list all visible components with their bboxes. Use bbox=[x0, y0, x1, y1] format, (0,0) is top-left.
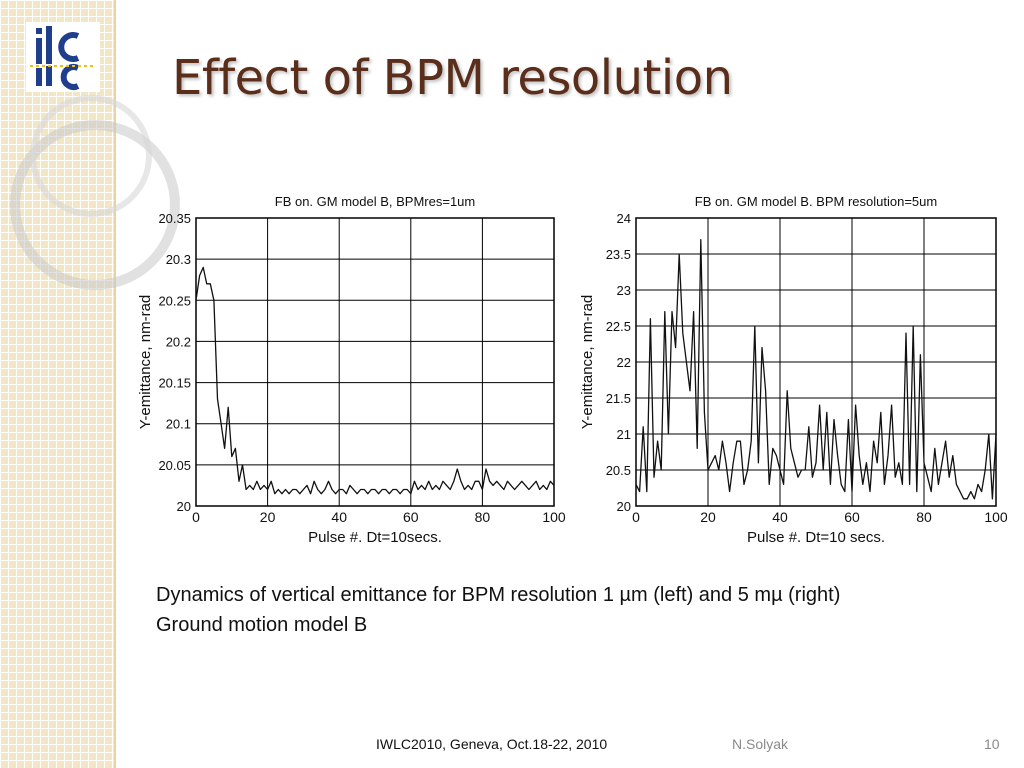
x-tick-label: 100 bbox=[542, 509, 566, 525]
x-tick-label: 100 bbox=[984, 509, 1008, 525]
emittance-chart-right: 0 20 40 60 80 100 20 20.5 21 21.5 22 22.5 23 23.5 24 FB… bbox=[578, 184, 1018, 554]
caption-line-1: Dynamics of vertical emittance for BPM r… bbox=[156, 584, 841, 606]
plot-area bbox=[195, 217, 555, 507]
emittance-chart-left: 0 20 40 60 80 100 20 20.05 20.1 20.15 20.2 20.25 20.… bbox=[136, 184, 576, 554]
y-tick-label: 20.5 bbox=[606, 463, 631, 478]
y-tick-label: 20.05 bbox=[158, 458, 191, 473]
emittance-series-line bbox=[195, 266, 555, 495]
ilc-logo: ilc bbox=[26, 22, 100, 92]
x-tick-label: 60 bbox=[403, 509, 419, 525]
chart-right-svg: 0 20 40 60 80 1002020.52121.52222.52323.524FB… bbox=[579, 194, 1008, 546]
y-axis-label: Y-emittance, nm-rad bbox=[137, 295, 154, 430]
chart-left-svg: 0 20 40 60 80 1002020.0520.120.1520.220.2520.… bbox=[137, 194, 566, 546]
x-tick-label: 60 bbox=[844, 509, 860, 525]
caption-line-2: Ground motion model B bbox=[156, 614, 368, 636]
y-tick-label: 20.1 bbox=[166, 417, 191, 432]
x-tick-label: 20 bbox=[260, 509, 276, 525]
slide-title: Effect of BPM resolution bbox=[172, 50, 733, 106]
x-tick-label: 80 bbox=[475, 509, 491, 525]
y-tick-label: 20 bbox=[177, 499, 191, 514]
y-tick-label: 21 bbox=[617, 427, 631, 442]
y-tick-label: 20.25 bbox=[158, 293, 191, 308]
y-tick-label: 20 bbox=[617, 499, 631, 514]
y-tick-label: 20.3 bbox=[166, 252, 191, 267]
x-axis-label: Pulse #. Dt=10 secs. bbox=[747, 529, 885, 546]
chart-title: FB on. GM model B. BPM resolution=5um bbox=[695, 194, 937, 209]
y-tick-label: 20.2 bbox=[166, 334, 191, 349]
y-tick-label: 23.5 bbox=[606, 247, 631, 262]
page-number: 10 bbox=[984, 736, 1000, 752]
x-tick-label: 0 bbox=[632, 509, 640, 525]
y-tick-label: 20.15 bbox=[158, 376, 191, 391]
y-tick-label: 22 bbox=[617, 355, 631, 370]
y-tick-label: 23 bbox=[617, 283, 631, 298]
x-axis-label: Pulse #. Dt=10secs. bbox=[308, 529, 442, 546]
y-axis-label: Y-emittance, nm-rad bbox=[579, 295, 596, 430]
chart-title: FB on. GM model B, BPMres=1um bbox=[275, 194, 475, 209]
emittance-series-line bbox=[635, 238, 997, 500]
x-tick-label: 0 bbox=[192, 509, 200, 525]
decorative-ring bbox=[30, 95, 152, 217]
footer-event: IWLC2010, Geneva, Oct.18-22, 2010 bbox=[376, 736, 608, 752]
y-tick-label: 20.35 bbox=[158, 211, 191, 226]
x-tick-label: 40 bbox=[331, 509, 347, 525]
figure-caption: Dynamics of vertical emittance for BPM r… bbox=[156, 580, 840, 640]
x-tick-label: 40 bbox=[772, 509, 788, 525]
y-tick-label: 24 bbox=[617, 211, 631, 226]
y-tick-label: 22.5 bbox=[606, 319, 631, 334]
x-tick-label: 20 bbox=[700, 509, 716, 525]
sidebar-divider bbox=[114, 0, 116, 768]
y-tick-label: 21.5 bbox=[606, 391, 631, 406]
x-tick-label: 80 bbox=[916, 509, 932, 525]
footer-author: N.Solyak bbox=[732, 736, 789, 752]
